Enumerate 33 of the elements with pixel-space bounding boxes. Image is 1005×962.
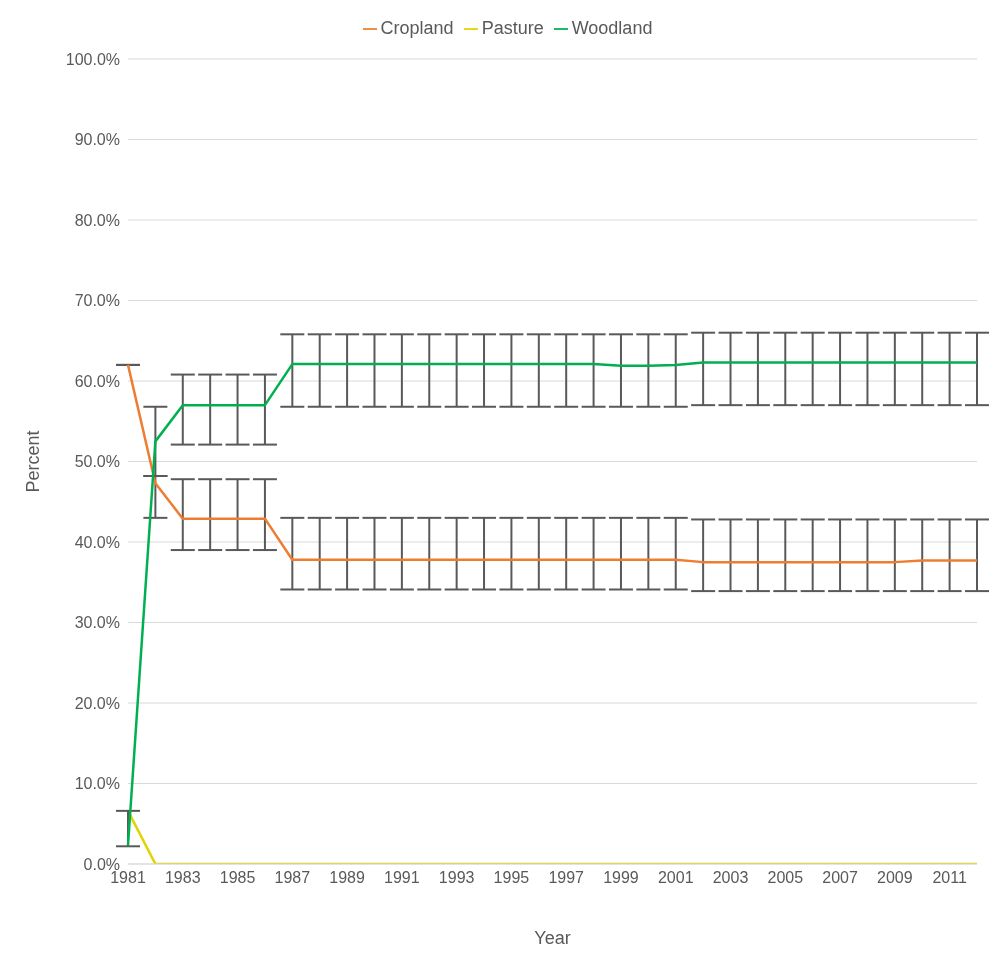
y-axis-title: Percent (23, 430, 44, 493)
y-tick-label: 10.0% (74, 775, 120, 793)
x-tick-label: 2005 (767, 869, 804, 887)
y-tick-label: 100.0% (65, 50, 120, 68)
x-tick-label: 1991 (384, 869, 420, 887)
legend-label: Pasture (481, 18, 544, 38)
y-tick-label: 30.0% (74, 614, 120, 632)
x-tick-label: 1983 (164, 869, 201, 887)
x-tick-label: 1995 (493, 869, 530, 887)
x-tick-label: 1997 (548, 869, 585, 887)
y-tick-label: 90.0% (74, 131, 120, 149)
x-tick-label: 1985 (219, 869, 256, 887)
legend-label: Woodland (571, 18, 653, 38)
y-tick-label: 50.0% (74, 453, 120, 471)
y-tick-label: 20.0% (74, 694, 120, 712)
line-series (126, 361, 979, 847)
y-tick-label: 70.0% (74, 292, 120, 310)
line-series (126, 363, 979, 564)
x-tick-label: 1987 (274, 869, 311, 887)
y-tick-label: 60.0% (74, 372, 120, 390)
x-tick-label: 1999 (603, 869, 639, 887)
y-tick-label: 80.0% (74, 211, 120, 229)
x-tick-label: 2009 (877, 869, 913, 887)
x-tick-label: 1993 (438, 869, 475, 887)
y-tick-label: 40.0% (74, 533, 120, 551)
x-axis-title: Year (534, 928, 571, 948)
x-tick-label: 1981 (110, 869, 146, 887)
x-tick-label: 2007 (822, 869, 858, 887)
x-tick-label: 2001 (657, 869, 694, 887)
x-tick-label: 1989 (329, 869, 365, 887)
x-tick-label: 2003 (712, 869, 749, 887)
legend-label: Cropland (380, 18, 454, 38)
x-tick-label: 2011 (932, 869, 967, 887)
